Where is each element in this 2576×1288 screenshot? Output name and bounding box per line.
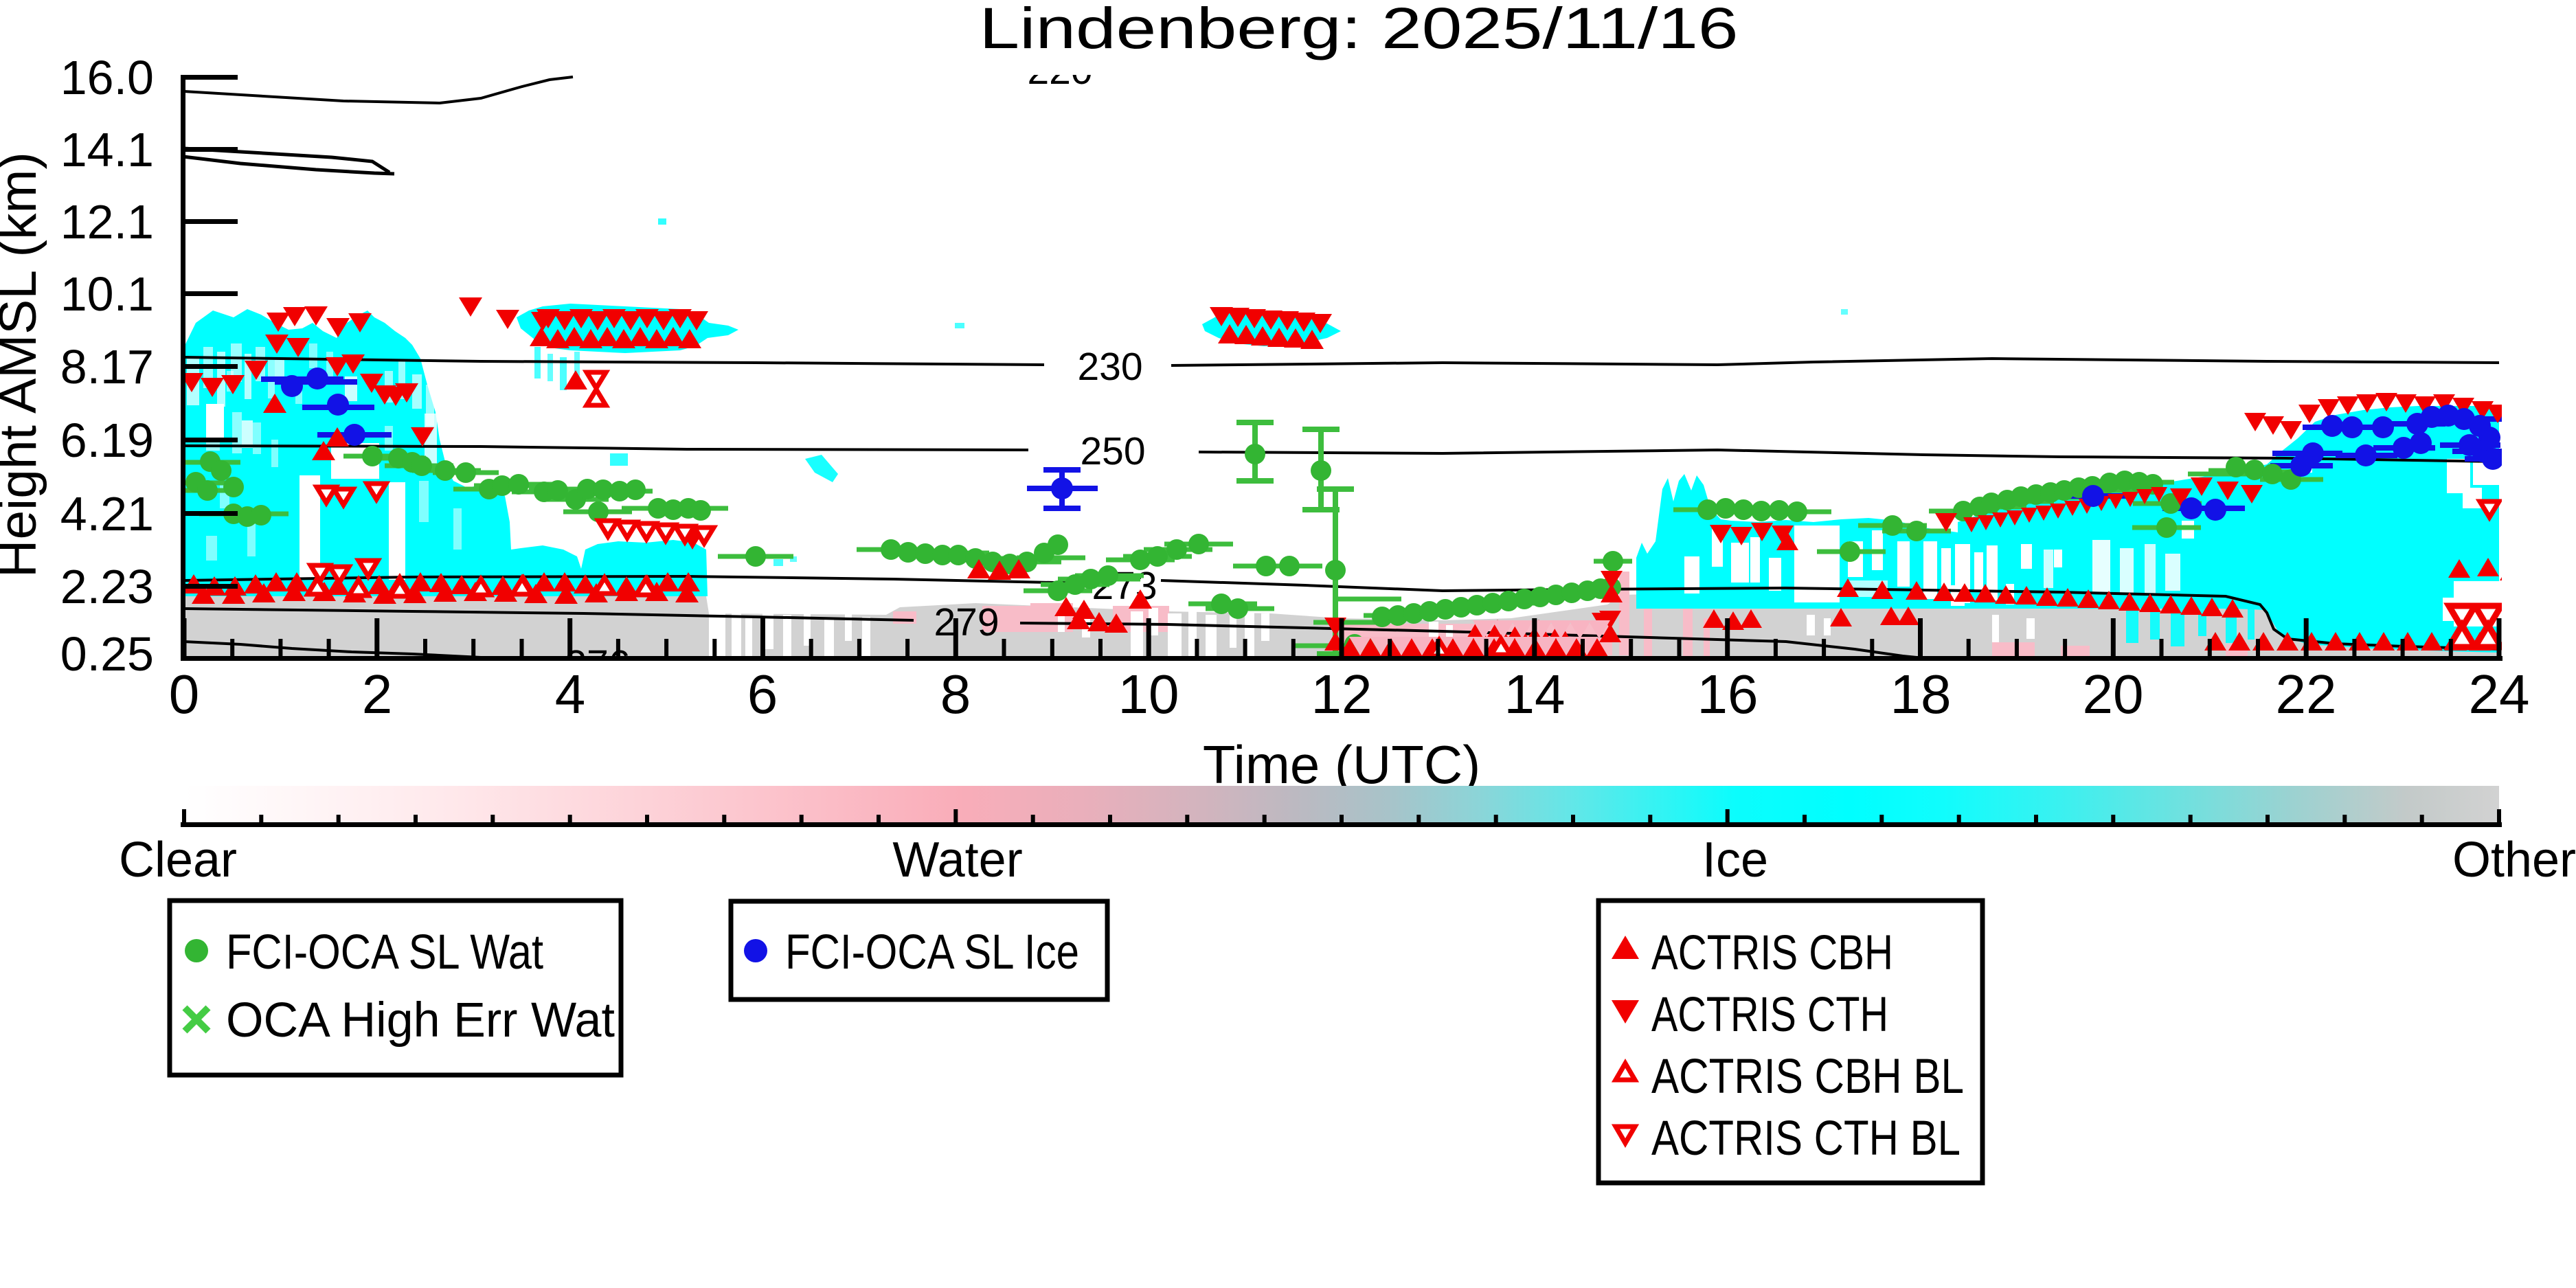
svg-text:12: 12 (1311, 664, 1372, 725)
svg-text:OCA High Err Wat: OCA High Err Wat (226, 993, 615, 1048)
svg-text:Water: Water (892, 833, 1022, 888)
svg-text:ACTRIS CTH BL: ACTRIS CTH BL (1651, 1111, 1961, 1166)
svg-text:Ice: Ice (1702, 833, 1768, 888)
svg-text:ACTRIS CTH: ACTRIS CTH (1651, 988, 1888, 1042)
svg-text:4: 4 (555, 664, 586, 725)
svg-text:Time (UTC): Time (UTC) (1203, 734, 1480, 795)
svg-text:FCI-OCA SL Wat: FCI-OCA SL Wat (226, 925, 543, 980)
svg-text:ACTRIS CBH BL: ACTRIS CBH BL (1651, 1050, 1964, 1104)
svg-text:8: 8 (940, 664, 971, 725)
svg-text:24: 24 (2469, 664, 2530, 725)
svg-text:6.19: 6.19 (60, 414, 154, 467)
svg-text:230: 230 (1077, 345, 1142, 389)
svg-text:220: 220 (1027, 49, 1092, 93)
svg-text:14: 14 (1504, 664, 1566, 725)
svg-text:18: 18 (1890, 664, 1952, 725)
svg-text:6: 6 (747, 664, 778, 725)
svg-text:0.25: 0.25 (60, 627, 154, 681)
svg-text:250: 250 (1080, 429, 1145, 473)
svg-text:8.17: 8.17 (60, 340, 154, 394)
svg-text:FCI-OCA SL Ice: FCI-OCA SL Ice (785, 925, 1079, 980)
svg-text:ACTRIS CBH: ACTRIS CBH (1651, 926, 1893, 980)
svg-text:20: 20 (2083, 664, 2144, 725)
svg-text:22: 22 (2276, 664, 2337, 725)
svg-text:0: 0 (169, 664, 200, 725)
svg-text:14.1: 14.1 (60, 123, 154, 177)
svg-text:2: 2 (362, 664, 393, 725)
svg-text:Height AMSL (km): Height AMSL (km) (0, 152, 47, 578)
svg-text:12.1: 12.1 (60, 195, 154, 249)
svg-text:Other: Other (2452, 833, 2576, 888)
svg-text:16: 16 (1697, 664, 1759, 725)
svg-text:16.0: 16.0 (60, 51, 154, 104)
svg-text:10.1: 10.1 (60, 267, 154, 321)
svg-text:4.21: 4.21 (60, 487, 154, 541)
svg-text:279: 279 (934, 600, 999, 644)
svg-text:Clear: Clear (119, 833, 237, 888)
svg-text:2.23: 2.23 (60, 560, 154, 613)
svg-text:Lindenberg: 2025/11/16: Lindenberg: 2025/11/16 (980, 0, 1739, 60)
svg-text:10: 10 (1118, 664, 1179, 725)
